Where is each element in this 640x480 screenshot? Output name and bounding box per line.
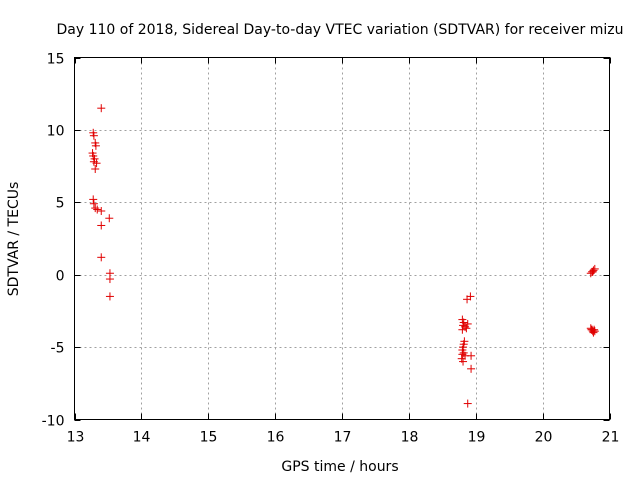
data-point [587,325,596,334]
data-point [105,214,114,223]
data-point [97,104,106,113]
x-tick-label: 16 [267,430,285,446]
data-point [91,164,100,173]
data-point [463,399,472,408]
data-point [590,327,599,336]
data-point [89,131,98,140]
data-point [467,351,476,360]
y-tick-label: -5 [51,341,65,357]
x-tick-labels: 13 14 15 16 17 18 19 20 21 [67,430,620,446]
data-point [459,357,468,366]
x-tick-label: 21 [602,430,620,446]
data-point [91,204,100,213]
data-point [97,206,106,215]
x-tick-label: 18 [401,430,419,446]
data-point [93,205,102,214]
data-point [105,275,114,284]
data-point [97,253,106,262]
x-tick-label: 19 [468,430,486,446]
y-axis-title: SDTVAR / TECUs [6,182,22,297]
data-point [467,364,476,373]
data-points [88,104,599,408]
axis-ticks [74,57,611,421]
data-point [97,221,106,230]
x-axis-title: GPS time / hours [281,459,398,475]
data-point [91,141,100,150]
data-point [463,319,472,328]
data-point [105,292,114,301]
y-tick-label: 10 [47,124,65,140]
data-point [89,199,98,208]
data-point [458,325,467,334]
grid-lines [74,57,610,420]
x-tick-label: 13 [67,430,85,446]
data-point [589,266,598,275]
x-tick-label: 15 [200,430,218,446]
data-point [462,324,471,333]
y-tick-label: -10 [42,414,65,430]
x-tick-label: 20 [535,430,553,446]
y-tick-label: 5 [56,196,65,212]
y-tick-labels: -10 -5 0 5 10 15 [42,52,65,430]
data-point [89,195,98,204]
x-tick-label: 14 [133,430,151,446]
chart-title: Day 110 of 2018, Sidereal Day-to-day VTE… [57,22,624,38]
data-point [588,267,597,276]
x-tick-label: 17 [334,430,352,446]
y-tick-label: 0 [56,269,65,285]
data-point [92,159,101,168]
data-point [463,295,472,304]
y-tick-label: 15 [47,52,65,68]
